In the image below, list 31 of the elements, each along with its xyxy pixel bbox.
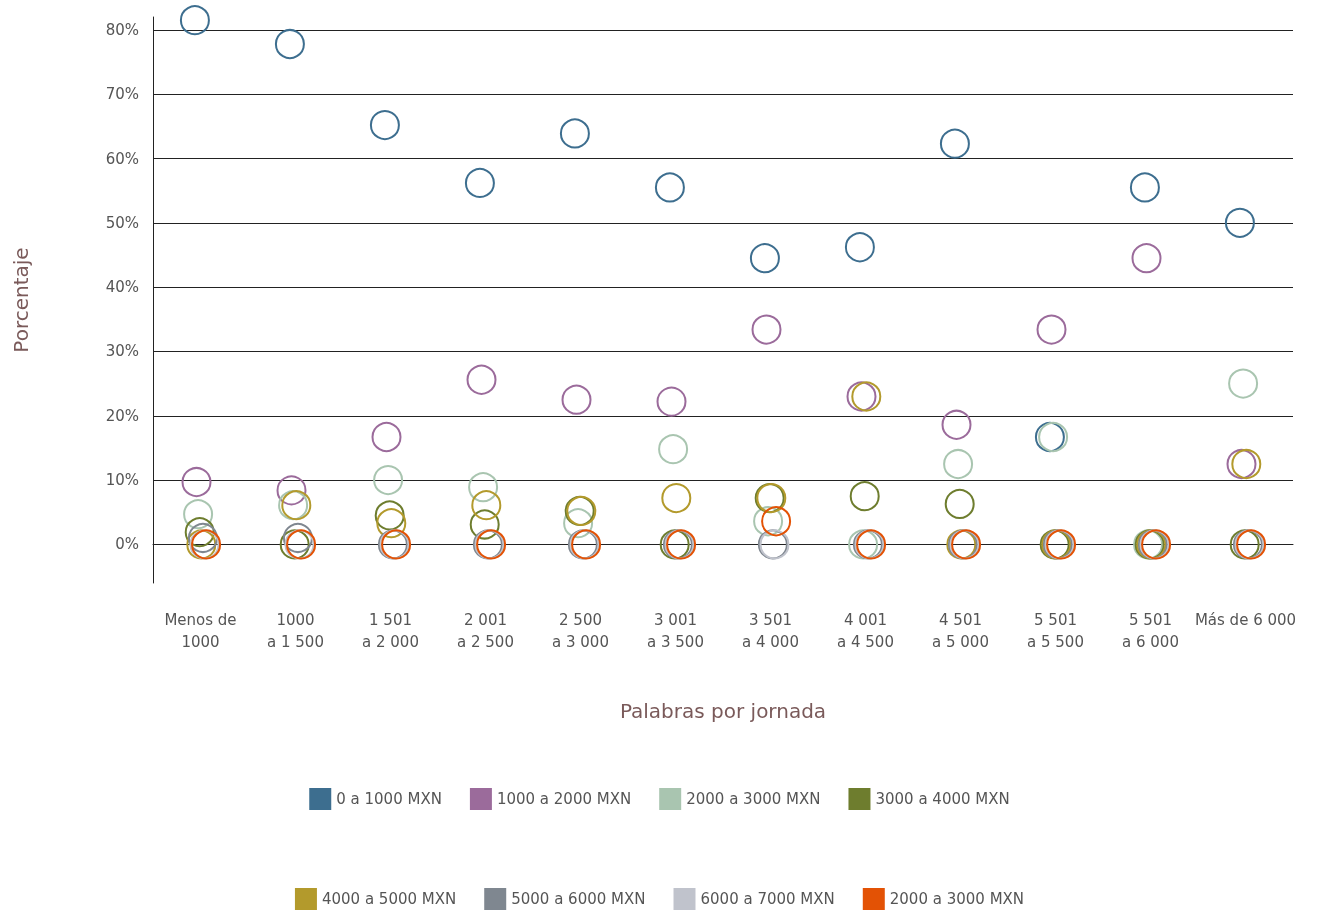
y-tick-label: 80% [105, 20, 139, 39]
legend-label: 0 a 1000 MXN [336, 790, 442, 808]
x-tick-label: 2 001 a 2 500 [457, 611, 514, 651]
x-tick-label: 1 501 a 2 000 [362, 611, 419, 651]
x-tick-label: 4 501 a 5 000 [932, 611, 989, 651]
x-tick-label: 5 501 a 6 000 [1122, 611, 1179, 651]
y-tick-label: 20% [105, 406, 139, 425]
y-tick-label: 0% [115, 535, 139, 554]
y-tick-label: 70% [105, 85, 139, 104]
x-tick-label: 2 500 a 3 000 [552, 611, 609, 651]
x-tick-label: 4 001 a 4 500 [837, 611, 894, 651]
legend-label: 5000 a 6000 MXN [511, 890, 646, 908]
legend-label: 2000 a 3000 MXN [686, 790, 821, 808]
y-tick-label: 10% [105, 471, 139, 490]
x-tick-label: 3 501 a 4 000 [742, 611, 799, 651]
x-tick-label: Más de 6 000 [1194, 611, 1297, 629]
legend-label: 1000 a 2000 MXN [496, 790, 632, 808]
x-tick-label: Menos de 1000 [164, 611, 237, 651]
y-tick-label: 30% [105, 342, 139, 361]
y-tick-label: 50% [105, 213, 139, 232]
x-axis-title: Palabras por jornada [619, 699, 827, 723]
y-tick-label: 40% [105, 278, 139, 297]
y-axis-title: Porcentaje [9, 247, 33, 353]
legend-label: 4000 a 5000 MXN [321, 890, 457, 908]
x-tick-label: 5 501 a 5 500 [1027, 611, 1084, 651]
x-tick-label: 1000 a 1 500 [267, 611, 324, 651]
x-tick-label: 3 001 a 3 500 [647, 611, 704, 651]
legend-label: 3000 a 4000 MXN [875, 790, 1010, 808]
legend-label: 6000 a 7000 MXN [700, 890, 835, 908]
legend-label: 2000 a 3000 MXN [889, 890, 1025, 908]
y-tick-label: 60% [105, 149, 139, 168]
